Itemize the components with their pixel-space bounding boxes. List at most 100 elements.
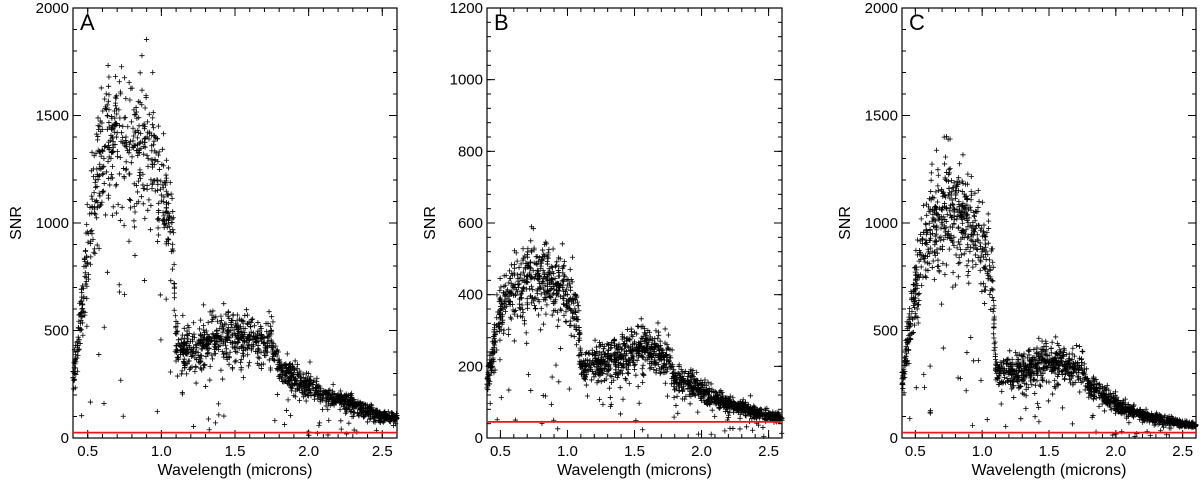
data-point — [200, 322, 206, 329]
data-point — [358, 402, 364, 408]
data-point — [319, 392, 326, 398]
data-point — [80, 320, 86, 326]
data-point — [223, 311, 229, 317]
data-point — [366, 412, 372, 418]
data-point — [549, 312, 555, 318]
data-point — [170, 227, 176, 233]
data-point — [1036, 404, 1042, 411]
data-point — [655, 336, 661, 342]
data-point — [284, 351, 290, 357]
data-point — [124, 147, 131, 153]
data-point — [296, 385, 302, 391]
data-point — [135, 98, 141, 105]
data-point — [970, 264, 976, 270]
data-point — [317, 388, 323, 395]
data-point — [374, 413, 380, 419]
data-point — [913, 385, 919, 391]
data-point — [268, 367, 274, 373]
data-point — [981, 222, 987, 228]
data-point — [85, 276, 92, 282]
data-point — [146, 136, 152, 142]
data-point — [169, 266, 176, 272]
data-point — [655, 320, 661, 326]
data-point — [357, 406, 363, 413]
data-point — [117, 115, 123, 121]
data-point — [617, 385, 623, 391]
data-point — [227, 335, 233, 341]
data-point — [103, 169, 110, 175]
data-point — [501, 283, 507, 290]
data-point — [132, 209, 138, 215]
data-point — [931, 276, 937, 283]
data-point — [350, 413, 357, 419]
data-point — [247, 323, 253, 329]
data-point — [167, 179, 173, 186]
data-point — [382, 408, 388, 415]
data-point — [121, 75, 128, 81]
data-point — [289, 385, 295, 391]
data-point — [112, 74, 118, 80]
data-point — [633, 372, 639, 378]
data-point — [175, 337, 182, 343]
data-point — [91, 249, 97, 255]
data-point — [165, 220, 172, 226]
data-point — [708, 431, 714, 437]
data-point — [145, 155, 151, 162]
data-point — [248, 347, 254, 353]
data-point — [992, 351, 999, 357]
data-point — [628, 326, 634, 332]
data-point — [142, 144, 148, 150]
data-point — [101, 324, 107, 330]
data-point — [97, 161, 103, 167]
data-point — [99, 126, 105, 133]
data-point — [116, 171, 122, 177]
data-point — [111, 121, 118, 128]
data-point — [85, 260, 91, 266]
data-point — [225, 328, 231, 334]
data-point — [312, 385, 319, 392]
x-tick-label: 2.5 — [758, 443, 779, 460]
data-point — [362, 411, 369, 418]
data-point — [531, 302, 538, 309]
data-point — [154, 408, 160, 415]
data-point — [250, 316, 256, 322]
data-point — [981, 300, 988, 307]
data-point — [513, 307, 519, 314]
data-point — [183, 351, 190, 357]
data-point — [506, 268, 513, 274]
data-point — [94, 171, 100, 177]
data-point — [272, 351, 278, 357]
data-point — [158, 337, 164, 343]
data-point — [185, 336, 191, 342]
data-point — [175, 354, 181, 360]
data-point — [75, 325, 82, 331]
data-point — [179, 371, 185, 377]
data-point — [95, 115, 101, 121]
data-point — [121, 173, 127, 180]
data-point — [166, 210, 172, 216]
data-point — [106, 107, 112, 113]
data-point — [188, 349, 194, 356]
data-point — [188, 353, 194, 360]
data-point — [170, 241, 176, 247]
data-point — [84, 323, 90, 329]
data-point — [555, 426, 561, 432]
data-point — [102, 96, 108, 102]
data-point — [662, 380, 668, 386]
y-tick-label: 1500 — [36, 108, 69, 125]
data-point — [555, 323, 561, 329]
x-tick-label: 2.0 — [298, 443, 319, 460]
data-point — [171, 290, 177, 296]
data-point — [84, 254, 90, 260]
data-point — [112, 129, 118, 135]
data-point — [141, 121, 147, 127]
data-point — [233, 358, 239, 364]
data-point — [234, 312, 241, 318]
data-point — [196, 326, 203, 332]
y-tick-label: 1500 — [865, 108, 898, 125]
data-point — [152, 157, 158, 163]
y-tick-label: 0 — [61, 430, 69, 447]
data-point — [600, 401, 606, 407]
data-point — [89, 196, 95, 202]
data-point — [558, 345, 564, 352]
